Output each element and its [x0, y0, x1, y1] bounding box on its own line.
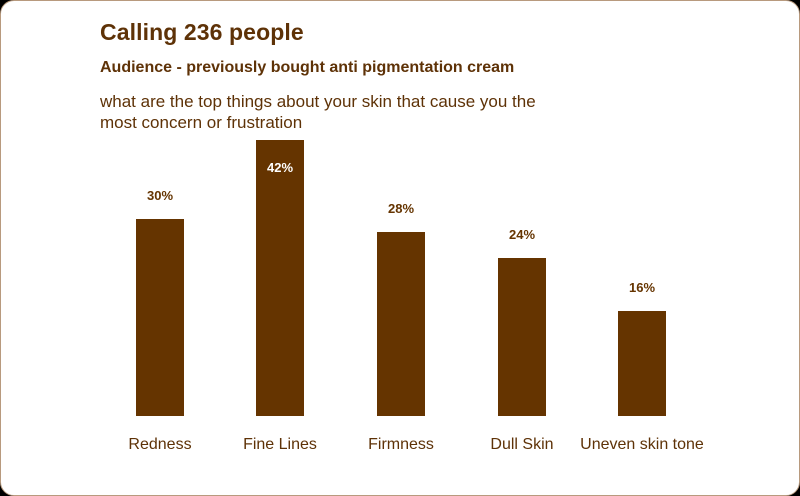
value-label: 30% [146, 188, 174, 203]
bar-redness [136, 219, 184, 416]
value-label: 28% [387, 201, 415, 216]
value-label: 16% [628, 280, 656, 295]
survey-question: what are the top things about your skin … [100, 92, 536, 132]
bar-uneven-skin-tone [618, 311, 666, 416]
chart-title: Calling 236 people [100, 19, 304, 45]
category-label: Firmness [368, 436, 434, 453]
category-label: Uneven skin tone [580, 436, 704, 453]
category-label: Redness [128, 436, 192, 453]
bar-dull-skin [498, 258, 546, 416]
value-label: 24% [508, 227, 536, 242]
bar-fine-lines [256, 140, 304, 416]
category-label: Dull Skin [490, 436, 554, 453]
category-label: Fine Lines [243, 436, 317, 453]
value-label: 42% [266, 160, 294, 175]
chart-subtitle: Audience - previously bought anti pigmen… [100, 59, 515, 76]
bar-firmness [377, 232, 425, 416]
